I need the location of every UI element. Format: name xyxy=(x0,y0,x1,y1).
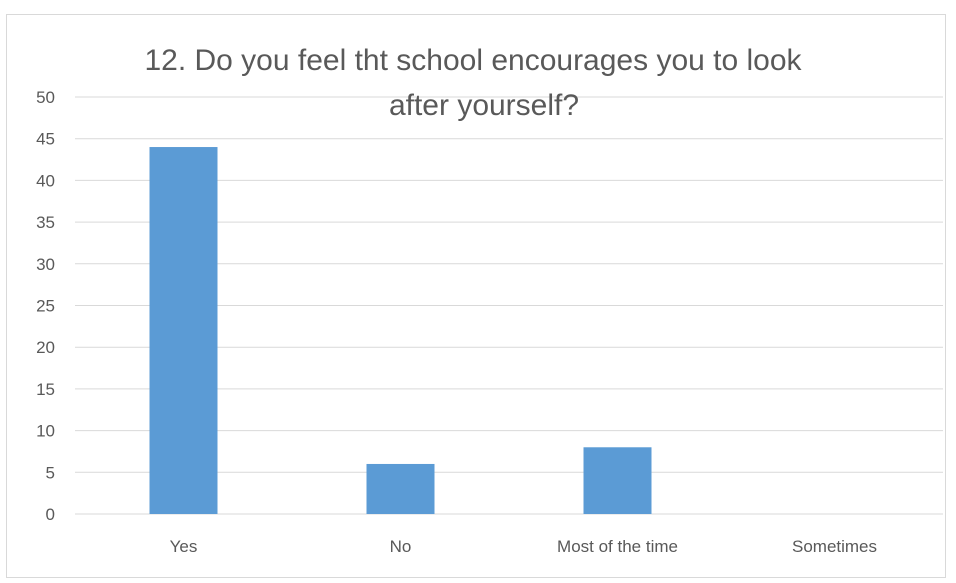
y-tick-label: 50 xyxy=(36,88,55,107)
x-axis-categories: Yes No Most of the time Sometimes xyxy=(170,537,877,556)
gridlines xyxy=(75,96,943,515)
x-category-label: Most of the time xyxy=(557,537,678,556)
y-tick-label: 15 xyxy=(36,380,55,399)
chart-title-line-1: 12. Do you feel tht school encourages yo… xyxy=(144,44,802,77)
x-category-label: Yes xyxy=(170,537,198,556)
bars xyxy=(149,147,652,515)
chart-title-line-2: after yourself? xyxy=(389,89,579,122)
y-tick-label: 35 xyxy=(36,213,55,232)
x-category-label: Sometimes xyxy=(792,537,877,556)
y-tick-label: 25 xyxy=(36,297,55,316)
bar-no xyxy=(366,463,435,514)
y-tick-label: 45 xyxy=(36,130,55,149)
bar-most-of-the-time xyxy=(583,447,652,514)
y-tick-label: 30 xyxy=(36,255,55,274)
y-tick-label: 10 xyxy=(36,422,55,441)
bar-yes xyxy=(149,147,218,515)
y-tick-label: 0 xyxy=(46,505,55,524)
y-tick-label: 40 xyxy=(36,171,55,190)
x-category-label: No xyxy=(390,537,412,556)
y-tick-label: 5 xyxy=(46,463,55,482)
y-tick-label: 20 xyxy=(36,338,55,357)
y-axis-ticks: 0 5 10 15 20 25 30 35 40 45 50 xyxy=(36,88,55,524)
